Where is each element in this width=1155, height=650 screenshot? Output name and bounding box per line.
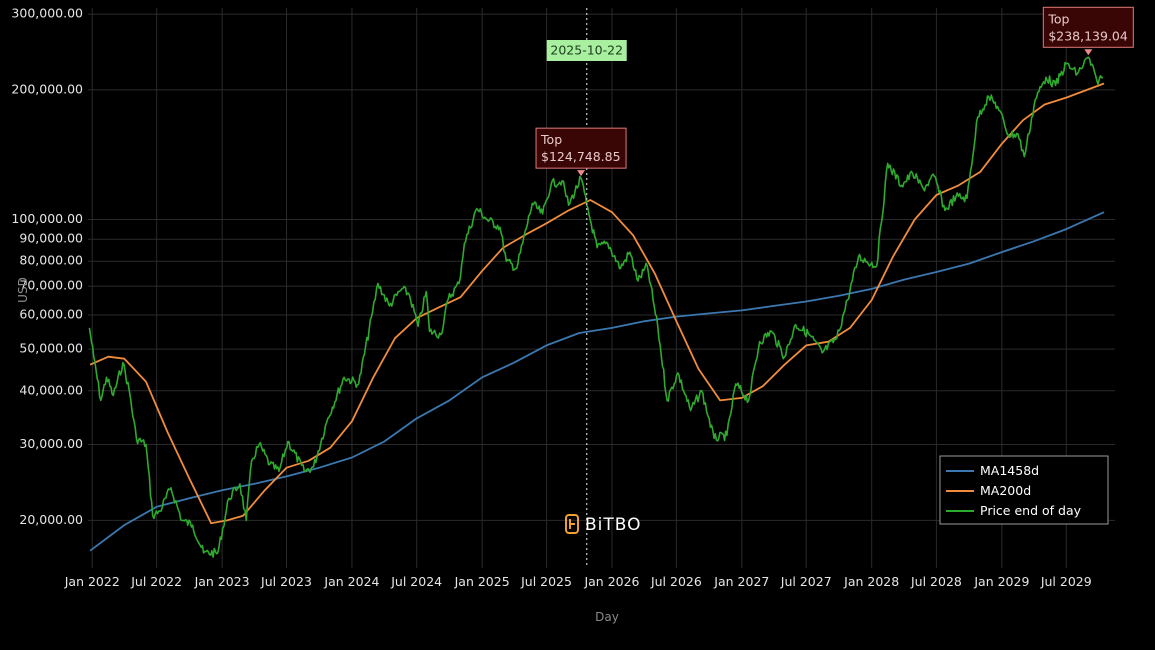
series-lines — [88, 56, 1105, 558]
x-tick-label: Jan 2029 — [973, 574, 1029, 589]
series-line-price-end-of-day — [88, 56, 1104, 558]
x-tick-label: Jan 2024 — [323, 574, 379, 589]
date-marker-box — [546, 40, 627, 61]
bitbo-logo-icon — [565, 514, 579, 534]
annotation-box — [535, 127, 627, 169]
legend-label: Price end of day — [980, 503, 1082, 518]
annotation-arrow-icon — [1084, 49, 1093, 56]
annotation-value: $124,748.85 — [541, 149, 621, 164]
annotation-title: Top — [1047, 11, 1069, 26]
x-tick-label: Jul 2024 — [390, 574, 442, 589]
date-marker: 2025-10-22 — [546, 8, 627, 568]
x-tick-label: Jul 2028 — [910, 574, 962, 589]
y-tick-label: 90,000.00 — [19, 231, 83, 246]
legend-label: MA200d — [980, 483, 1031, 498]
date-marker-label: 2025-10-22 — [550, 43, 623, 58]
x-tick-label: Jul 2022 — [130, 574, 182, 589]
x-gridlines — [91, 8, 1067, 568]
y-tick-label: 200,000.00 — [11, 81, 83, 96]
x-tick-label: Jan 2025 — [454, 574, 510, 589]
x-tick-label: Jul 2027 — [780, 574, 832, 589]
x-tick-label: Jan 2023 — [194, 574, 250, 589]
watermark: BiTBO — [565, 514, 642, 535]
y-gridlines — [88, 13, 1115, 521]
y-tick-label: 70,000.00 — [19, 278, 83, 293]
x-tick-label: Jan 2022 — [64, 574, 120, 589]
x-axis-title: Day — [595, 610, 619, 624]
legend: MA1458d MA200d Price end of day — [939, 455, 1109, 525]
x-tick-label: Jul 2025 — [520, 574, 572, 589]
x-tick-label: Jan 2026 — [583, 574, 639, 589]
x-axis-ticks: Jan 2022 Jul 2022 Jan 2023 Jul 2023 Jan 2024… — [64, 574, 1092, 589]
y-axis-ticks: 20,000.00 30,000.00 40,000.00 50,000.00 60,0… — [11, 6, 83, 527]
watermark-brand: BiTBO — [585, 515, 642, 535]
legend-label: MA1458d — [980, 463, 1039, 478]
y-tick-label: 20,000.00 — [19, 512, 83, 527]
x-tick-label: Jul 2029 — [1040, 574, 1092, 589]
y-tick-label: 40,000.00 — [19, 382, 83, 397]
x-tick-label: Jan 2028 — [843, 574, 899, 589]
annotations: Top $124,748.85 Top $238,139.04 — [535, 6, 1134, 177]
x-tick-label: Jan 2027 — [713, 574, 769, 589]
annotation-title: Top — [540, 132, 562, 147]
x-tick-label: Jul 2026 — [650, 574, 702, 589]
y-tick-label: 50,000.00 — [19, 341, 83, 356]
y-tick-label: 60,000.00 — [19, 306, 83, 321]
annotation-arrow-icon — [577, 170, 586, 177]
y-axis-title: USD — [16, 277, 30, 303]
series-line-ma1458d — [89, 211, 1105, 552]
x-tick-label: Jul 2023 — [260, 574, 312, 589]
annotation-box — [1042, 6, 1134, 48]
series-line-ma200d — [89, 82, 1105, 525]
y-tick-label: 30,000.00 — [19, 436, 83, 451]
y-tick-label: 300,000.00 — [11, 6, 83, 21]
y-tick-label: 80,000.00 — [19, 253, 83, 268]
y-tick-label: 100,000.00 — [11, 211, 83, 226]
annotation-value: $238,139.04 — [1048, 28, 1128, 43]
